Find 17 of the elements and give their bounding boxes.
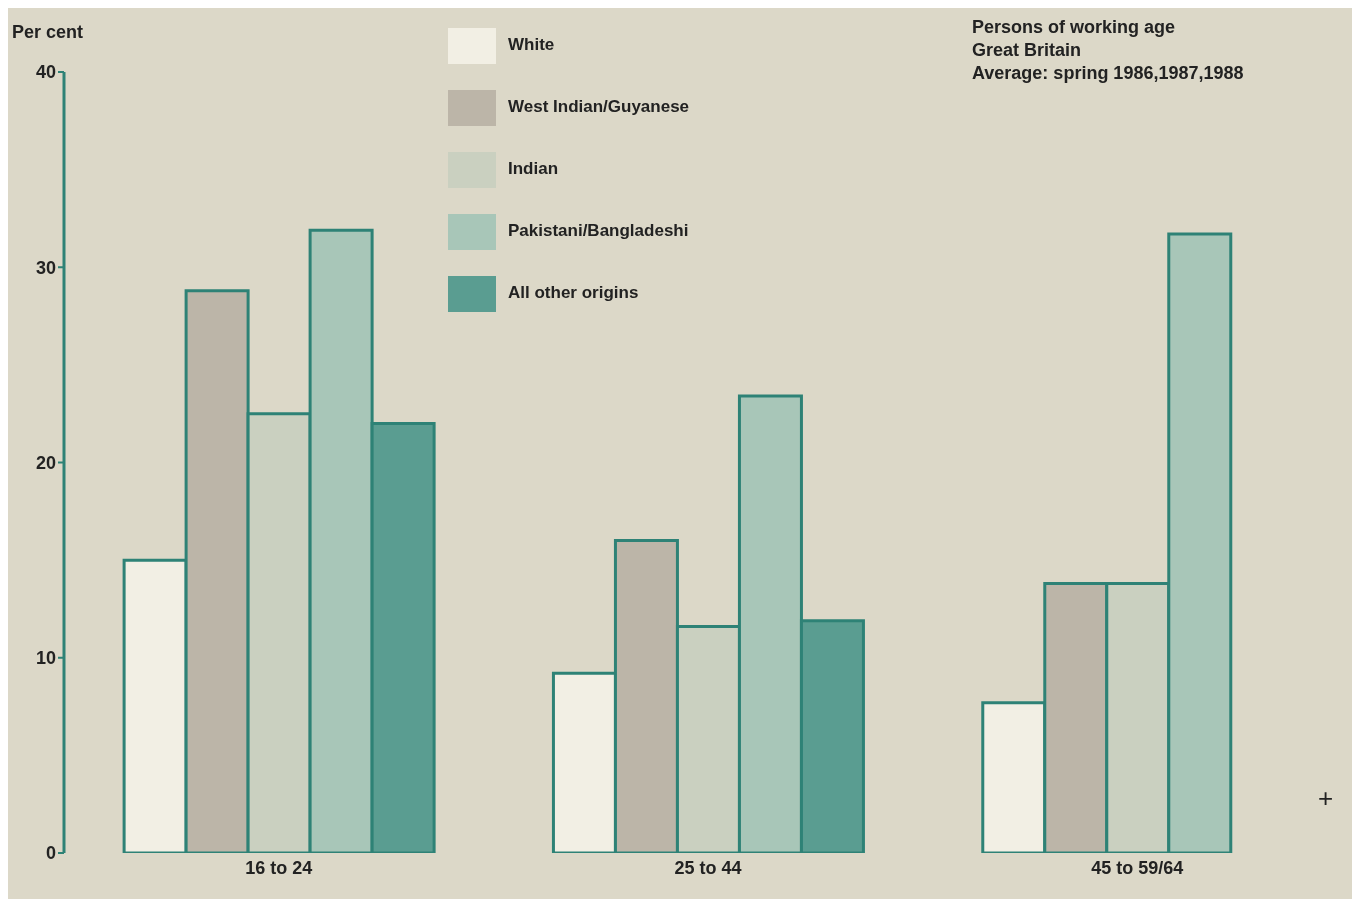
chart-subtitle: Great Britain Average: spring 1986,1987,1988 [972,39,1244,85]
y-tick-label: 30 [35,257,56,278]
legend-label: White [508,35,555,54]
y-tick-label: 10 [35,648,56,669]
annotation: + [1318,783,1334,814]
y-tick-label: 20 [35,452,56,473]
legend-label: West Indian/Guyanese [508,97,690,116]
y-tick-label: 0 [45,843,56,864]
x-tick-label: 45 to 59/64 [1091,857,1184,878]
legend-label: Indian [508,159,559,178]
legend-label: All other origins [508,283,639,302]
chart-title: Persons of working age [972,16,1177,39]
y-axis-title: Per cent [12,22,84,43]
x-tick-label: 25 to 44 [674,857,742,878]
x-tick-label: 16 to 24 [245,857,313,878]
legend-label: Pakistani/Bangladeshi [508,221,689,240]
y-tick-label: 40 [35,62,56,83]
